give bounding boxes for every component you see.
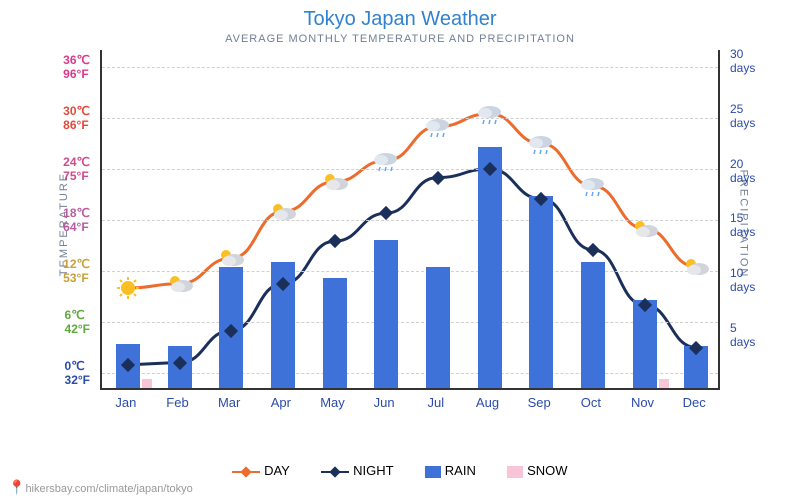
weather-icon <box>577 174 609 198</box>
rain-bar <box>374 240 398 388</box>
month-label: Nov <box>631 395 654 410</box>
plot-region: 0℃ 32°F6℃ 42°F12℃ 53°F18℃ 64°F24℃ 75°F30… <box>100 50 720 390</box>
month-label: Feb <box>166 395 188 410</box>
night-marker <box>327 234 341 248</box>
rain-bar <box>529 196 553 388</box>
days-tick: 10 days <box>730 266 755 294</box>
night-marker <box>586 243 600 257</box>
month-label: Dec <box>683 395 706 410</box>
temp-tick: 6℃ 42°F <box>65 308 90 336</box>
source-footer: 📍hikersbay.com/climate/japan/tokyo <box>8 479 193 496</box>
days-tick: 15 days <box>730 211 755 239</box>
weather-icon <box>680 255 712 279</box>
legend-night: NIGHT <box>321 463 393 478</box>
temp-tick: 18℃ 64°F <box>63 206 90 234</box>
weather-icon <box>474 102 506 126</box>
weather-icon <box>164 272 196 296</box>
temp-tick: 12℃ 53°F <box>63 257 90 285</box>
rain-bar <box>478 147 502 388</box>
month-label: Jul <box>428 395 445 410</box>
weather-icon <box>629 217 661 241</box>
rain-bar <box>426 267 450 388</box>
temp-tick: 30℃ 86°F <box>63 104 90 132</box>
weather-icon <box>319 170 351 194</box>
legend-rain: RAIN <box>425 463 476 478</box>
month-label: Jun <box>374 395 395 410</box>
night-marker <box>379 206 393 220</box>
pin-icon: 📍 <box>8 479 25 495</box>
weather-icon <box>525 132 557 156</box>
weather-icon <box>267 200 299 224</box>
weather-icon <box>422 115 454 139</box>
days-tick: 5 days <box>730 321 755 349</box>
rain-bar <box>581 262 605 388</box>
snow-bar <box>142 379 152 388</box>
days-tick: 30 days <box>730 47 755 75</box>
month-label: Oct <box>581 395 601 410</box>
month-label: Apr <box>271 395 291 410</box>
month-label: Aug <box>476 395 499 410</box>
month-label: Sep <box>528 395 551 410</box>
rain-bar <box>323 278 347 388</box>
temp-tick: 36℃ 96°F <box>63 53 90 81</box>
legend-snow: SNOW <box>507 463 567 478</box>
snow-bar <box>659 379 669 388</box>
legend: DAY NIGHT RAIN SNOW <box>0 463 800 478</box>
temp-tick: 0℃ 32°F <box>65 359 90 387</box>
weather-icon <box>112 276 144 300</box>
days-tick: 25 days <box>730 102 755 130</box>
rain-bar <box>633 300 657 388</box>
weather-icon <box>215 246 247 270</box>
temp-tick: 24℃ 75°F <box>63 155 90 183</box>
chart-plot-area: TEMPERATURE PRECIPITATION 0℃ 32°F6℃ 42°F… <box>100 50 720 415</box>
month-label: May <box>320 395 345 410</box>
weather-icon <box>370 149 402 173</box>
legend-day: DAY <box>232 463 289 478</box>
chart-title: Tokyo Japan Weather <box>0 0 800 31</box>
month-label: Mar <box>218 395 240 410</box>
night-marker <box>431 170 445 184</box>
days-tick: 20 days <box>730 157 755 185</box>
chart-subtitle: AVERAGE MONTHLY TEMPERATURE AND PRECIPIT… <box>0 33 800 45</box>
month-label: Jan <box>115 395 136 410</box>
